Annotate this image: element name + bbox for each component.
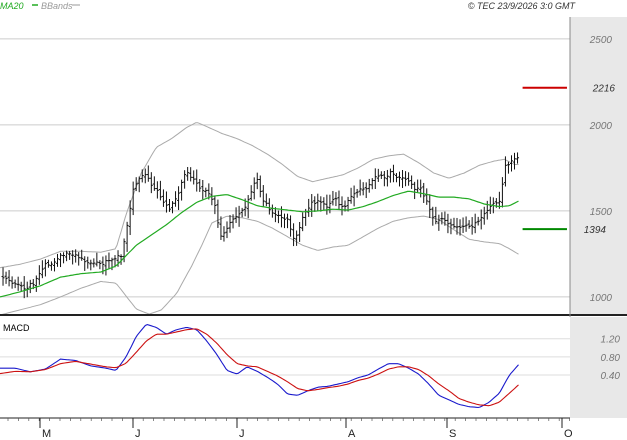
x-tick-label: J bbox=[239, 428, 245, 440]
ma20-line bbox=[0, 190, 519, 298]
macd-axis-area bbox=[570, 317, 627, 418]
price-axis-area bbox=[570, 17, 627, 315]
macd-title: MACD bbox=[3, 323, 30, 333]
macd-plot-area bbox=[0, 317, 570, 418]
x-tick-label: O bbox=[564, 428, 573, 440]
price-tick-label: 1000 bbox=[590, 293, 613, 304]
support-label: 1394 bbox=[584, 225, 607, 236]
resistance-label: 2216 bbox=[592, 84, 616, 95]
x-tick-label: A bbox=[348, 428, 356, 440]
bb-upper-line bbox=[0, 122, 519, 269]
macd-macd-line bbox=[0, 324, 519, 409]
x-tick-label: J bbox=[135, 428, 141, 440]
copyright-text: © TEC 23/9/2026 3:0 GMT bbox=[468, 1, 577, 11]
legend-ma20: MA20 bbox=[0, 1, 24, 11]
macd-tick-label: 0.40 bbox=[601, 371, 621, 382]
bb-lower-line bbox=[0, 215, 519, 316]
price-panel: 1000 1500 2000 2500 2216 1394 bbox=[0, 17, 627, 418]
chart-header: MA20 BBands © TEC 23/9/2026 3:0 GMT bbox=[0, 1, 576, 11]
x-tick-label: S bbox=[449, 428, 456, 440]
macd-panel: MACD 0.40 0.80 1.20 bbox=[0, 317, 627, 418]
macd-tick-label: 0.80 bbox=[601, 353, 621, 364]
macd-signal-line bbox=[0, 328, 519, 407]
macd-tick-label: 1.20 bbox=[601, 335, 621, 346]
price-tick-label: 1500 bbox=[590, 207, 613, 218]
price-tick-label: 2500 bbox=[589, 35, 613, 46]
price-tick-label: 2000 bbox=[589, 121, 613, 132]
x-tick-label: M bbox=[42, 428, 51, 440]
legend-bbands: BBands bbox=[41, 1, 73, 11]
